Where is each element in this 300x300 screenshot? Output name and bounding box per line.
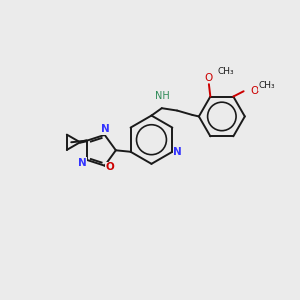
Text: N: N bbox=[78, 158, 86, 168]
Text: O: O bbox=[106, 162, 114, 172]
Text: CH₃: CH₃ bbox=[259, 81, 276, 90]
Text: O: O bbox=[250, 86, 258, 96]
Text: NH: NH bbox=[155, 92, 170, 101]
Text: N: N bbox=[101, 124, 110, 134]
Text: N: N bbox=[173, 147, 182, 157]
Text: O: O bbox=[204, 73, 212, 83]
Text: CH₃: CH₃ bbox=[217, 67, 234, 76]
